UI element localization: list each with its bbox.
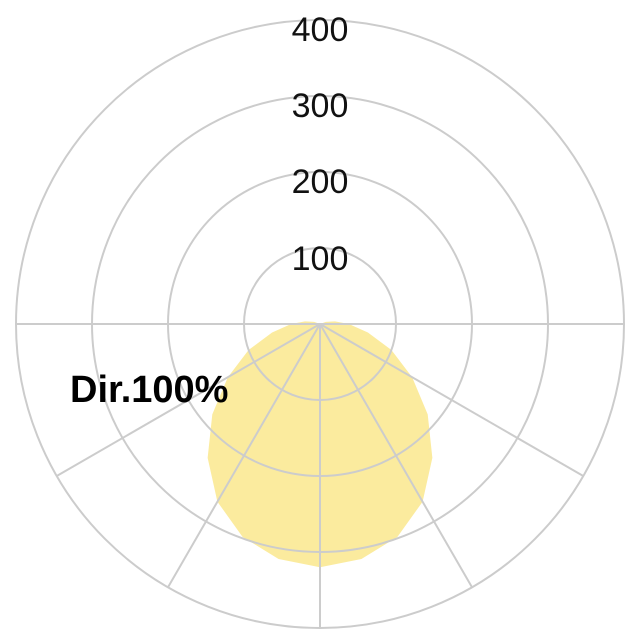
ring-label: 100 [292,240,349,278]
photometric-polar-diagram: 100 200 300 400 Dir.100% [0,0,640,640]
direction-annotation: Dir.100% [70,369,228,411]
ring-label: 200 [292,163,349,201]
ring-label: 400 [292,11,349,49]
ring-label: 300 [292,87,349,125]
